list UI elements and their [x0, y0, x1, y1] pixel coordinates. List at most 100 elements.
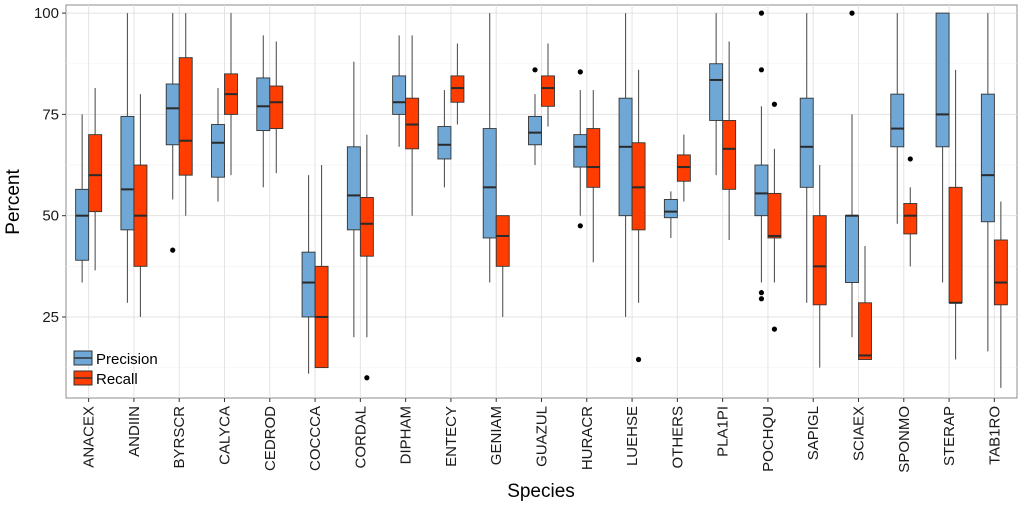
- outlier-point: [577, 69, 583, 75]
- x-tick-label: CEDROD: [262, 406, 279, 471]
- box-iqr: [663, 199, 678, 219]
- box-precision-calyca: [211, 88, 225, 202]
- box-iqr: [450, 75, 465, 103]
- box-iqr: [301, 251, 316, 318]
- box-iqr: [211, 124, 225, 178]
- x-tick-label: TAB1RO: [986, 406, 1003, 465]
- box-precision-cedrod: [256, 35, 271, 188]
- box-iqr: [541, 75, 555, 107]
- box-iqr: [165, 83, 180, 146]
- box-iqr: [269, 85, 284, 130]
- x-tick-label: BYRSCR: [171, 406, 188, 469]
- box-recall-geniam: [495, 215, 510, 317]
- outlier-point: [170, 247, 176, 253]
- outlier-point: [635, 356, 642, 363]
- box-iqr: [948, 186, 963, 304]
- box-precision-coccca: [301, 175, 316, 374]
- x-tick-label: ANDIIN: [126, 406, 143, 457]
- outlier-point: [849, 10, 855, 16]
- box-recall-coccca: [314, 165, 329, 369]
- box-iqr: [631, 142, 646, 231]
- box-iqr: [767, 192, 782, 239]
- box-iqr: [676, 154, 691, 182]
- legend: Precision Recall: [73, 350, 158, 388]
- x-tick-label: SCIAEX: [851, 406, 868, 461]
- x-tick-label: LUEHSE: [624, 406, 641, 466]
- box-iqr: [75, 188, 90, 261]
- x-tick-label: COCCCA: [307, 406, 324, 471]
- box-iqr: [890, 93, 905, 148]
- y-tick-label: 75: [42, 106, 59, 123]
- box-iqr: [845, 215, 859, 283]
- outlier-point: [758, 290, 765, 296]
- x-tick-label: ENTECY: [443, 406, 460, 467]
- box-recall-byrscr: [178, 13, 193, 216]
- x-tick-label: DIPHAM: [398, 406, 415, 464]
- x-axis-title: Species: [507, 481, 575, 502]
- y-tick-label: 100: [34, 5, 59, 22]
- y-tick-label: 50: [42, 208, 59, 225]
- box-iqr: [359, 196, 374, 257]
- y-tick-label: 25: [42, 309, 59, 326]
- box-recall-anacex: [88, 88, 103, 271]
- box-recall-entecy: [450, 43, 465, 125]
- box-precision-sapigl: [799, 13, 814, 303]
- x-tick-label: GENIAM: [488, 406, 505, 465]
- box-iqr: [722, 120, 737, 190]
- outlier-point: [907, 156, 913, 162]
- box-iqr: [528, 115, 542, 146]
- x-tick-label: SAPIGL: [805, 406, 822, 460]
- box-recall-cordal: [359, 134, 374, 381]
- box-recall-sponmo: [903, 156, 918, 267]
- box-recall-sciaex: [858, 246, 872, 360]
- box-precision-sterap: [935, 12, 950, 283]
- x-tick-label: HURACR: [579, 406, 596, 470]
- box-recall-pla1pi: [722, 41, 737, 240]
- outlier-point: [758, 296, 765, 302]
- box-iqr: [993, 239, 1008, 306]
- box-recall-andiin: [133, 94, 148, 317]
- box-iqr: [618, 97, 633, 217]
- box-iqr: [120, 115, 135, 231]
- box-recall-sterap: [948, 69, 963, 360]
- x-tick-label: CALYCA: [217, 406, 234, 465]
- x-tick-label: STERAP: [941, 406, 958, 466]
- outlier-point: [577, 223, 583, 229]
- box-iqr: [437, 126, 452, 160]
- box-recall-cedrod: [269, 41, 284, 174]
- x-tick-label: OTHERS: [669, 406, 686, 469]
- box-precision-tab1ro: [980, 13, 995, 352]
- box-iqr: [903, 203, 918, 235]
- box-recall-pochqu: [767, 101, 782, 332]
- box-precision-andiin: [120, 13, 135, 303]
- box-iqr: [88, 134, 103, 213]
- y-axis-title: Percent: [3, 169, 24, 235]
- box-iqr: [405, 97, 420, 150]
- x-tick-label: GUAZUL: [534, 406, 551, 467]
- box-precision-pochqu: [754, 10, 769, 302]
- box-iqr: [935, 12, 950, 148]
- legend-recall-label: Recall: [96, 371, 138, 388]
- box-iqr: [178, 57, 193, 176]
- box-iqr: [482, 128, 497, 239]
- box-iqr: [346, 146, 361, 231]
- box-iqr: [586, 128, 601, 188]
- box-precision-dipham: [392, 35, 407, 147]
- box-recall-sapigl: [812, 165, 827, 368]
- x-tick-label: POCHQU: [760, 406, 777, 472]
- box-iqr: [573, 134, 588, 168]
- box-precision-sponmo: [890, 13, 905, 224]
- y-axis-ticks: 25 50 75 100: [34, 5, 66, 326]
- box-precision-others: [663, 191, 678, 238]
- box-precision-huracr: [573, 69, 588, 229]
- box-iqr: [392, 75, 407, 115]
- box-recall-tab1ro: [993, 201, 1008, 388]
- box-iqr: [754, 164, 769, 217]
- box-recall-guazul: [541, 43, 555, 127]
- x-tick-label: ANACEX: [81, 406, 98, 468]
- box-recall-dipham: [405, 35, 420, 216]
- box-series: [75, 10, 1008, 388]
- box-iqr: [858, 302, 872, 360]
- x-tick-label: CORDAL: [352, 406, 369, 469]
- box-precision-luehse: [618, 13, 633, 317]
